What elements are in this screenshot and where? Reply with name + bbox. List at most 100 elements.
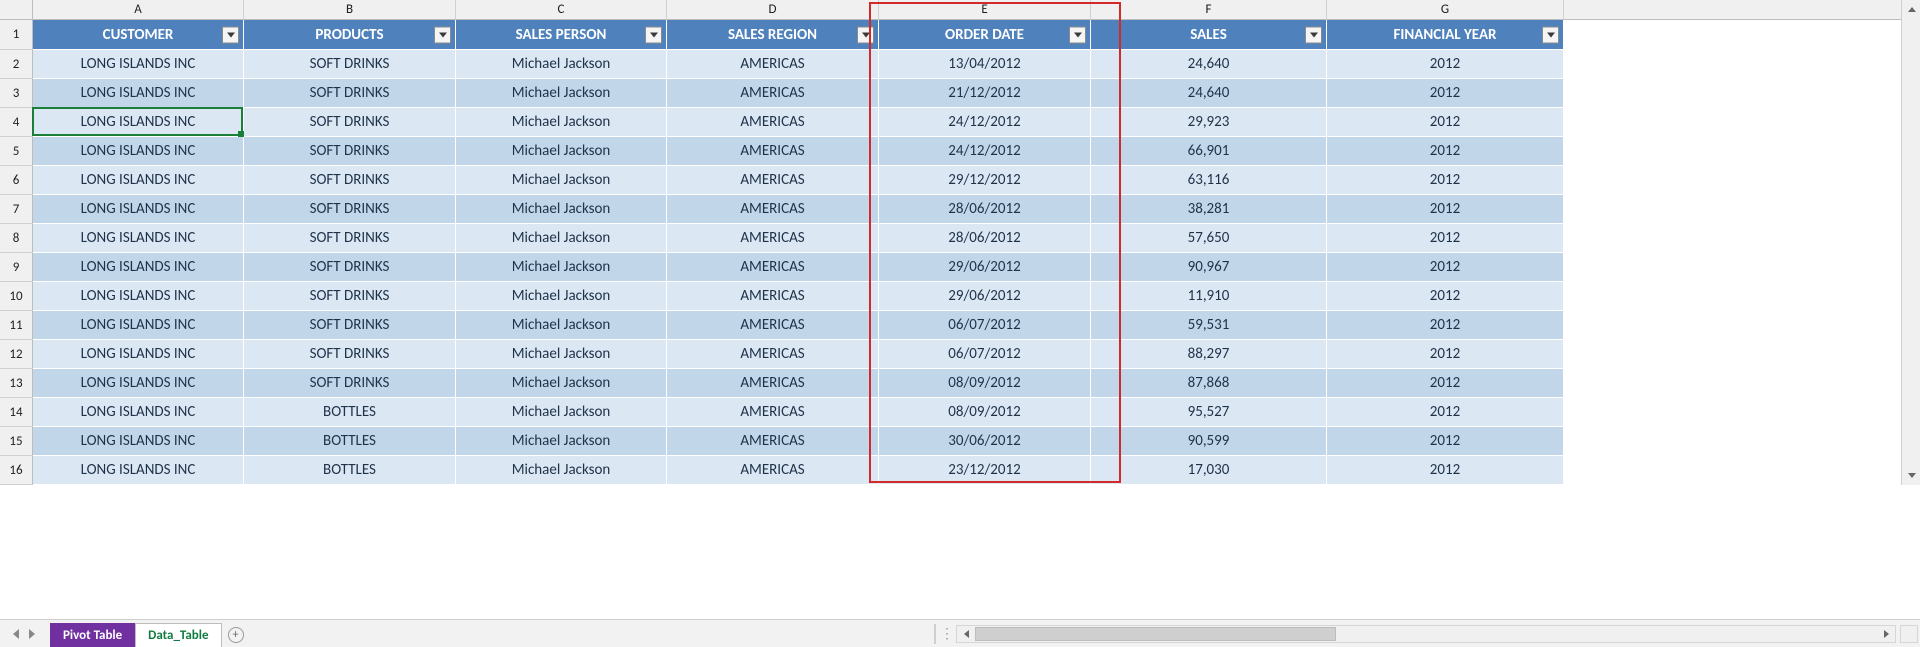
table-cell[interactable]: LONG ISLANDS INC xyxy=(33,50,244,79)
table-cell[interactable]: Michael Jackson xyxy=(456,79,667,108)
table-cell[interactable]: Michael Jackson xyxy=(456,224,667,253)
row-header-9[interactable]: 9 xyxy=(0,253,33,282)
table-cell[interactable]: LONG ISLANDS INC xyxy=(33,369,244,398)
table-cell[interactable]: BOTTLES xyxy=(244,456,456,485)
table-cell[interactable]: Michael Jackson xyxy=(456,369,667,398)
table-cell[interactable]: 23/12/2012 xyxy=(879,456,1091,485)
table-cell[interactable]: LONG ISLANDS INC xyxy=(33,398,244,427)
table-cell[interactable]: LONG ISLANDS INC xyxy=(33,195,244,224)
row-header-5[interactable]: 5 xyxy=(0,137,33,166)
table-cell[interactable]: LONG ISLANDS INC xyxy=(33,340,244,369)
table-cell[interactable]: AMERICAS xyxy=(667,369,879,398)
col-header-C[interactable]: C xyxy=(456,0,667,20)
col-header-A[interactable]: A xyxy=(33,0,244,20)
table-cell[interactable]: 2012 xyxy=(1327,456,1564,485)
table-cell[interactable]: AMERICAS xyxy=(667,282,879,311)
row-header-16[interactable]: 16 xyxy=(0,456,33,485)
table-cell[interactable]: 2012 xyxy=(1327,340,1564,369)
table-cell[interactable]: SOFT DRINKS xyxy=(244,166,456,195)
table-cell[interactable]: 88,297 xyxy=(1091,340,1327,369)
filter-button[interactable] xyxy=(645,26,662,43)
table-cell[interactable]: 63,116 xyxy=(1091,166,1327,195)
table-cell[interactable]: AMERICAS xyxy=(667,311,879,340)
table-cell[interactable]: AMERICAS xyxy=(667,427,879,456)
table-cell[interactable]: SOFT DRINKS xyxy=(244,195,456,224)
table-cell[interactable]: 2012 xyxy=(1327,137,1564,166)
table-cell[interactable]: SOFT DRINKS xyxy=(244,50,456,79)
row-header-1[interactable]: 1 xyxy=(0,20,33,50)
table-cell[interactable]: 28/06/2012 xyxy=(879,224,1091,253)
table-header-cell[interactable]: PRODUCTS xyxy=(244,20,456,50)
table-cell[interactable]: 2012 xyxy=(1327,79,1564,108)
table-cell[interactable]: 17,030 xyxy=(1091,456,1327,485)
row-header-3[interactable]: 3 xyxy=(0,79,33,108)
table-cell[interactable]: 2012 xyxy=(1327,311,1564,340)
table-cell[interactable]: 29/06/2012 xyxy=(879,253,1091,282)
table-cell[interactable]: SOFT DRINKS xyxy=(244,79,456,108)
table-cell[interactable]: 2012 xyxy=(1327,282,1564,311)
table-cell[interactable]: 06/07/2012 xyxy=(879,340,1091,369)
table-cell[interactable]: LONG ISLANDS INC xyxy=(33,137,244,166)
scroll-right-button[interactable] xyxy=(1877,626,1895,642)
tab-nav-next[interactable] xyxy=(24,626,40,642)
table-cell[interactable]: 24,640 xyxy=(1091,50,1327,79)
col-header-E[interactable]: E xyxy=(879,0,1091,20)
table-cell[interactable]: 2012 xyxy=(1327,253,1564,282)
table-cell[interactable]: LONG ISLANDS INC xyxy=(33,108,244,137)
row-header-15[interactable]: 15 xyxy=(0,427,33,456)
table-header-cell[interactable]: SALES xyxy=(1091,20,1327,50)
table-cell[interactable]: Michael Jackson xyxy=(456,137,667,166)
table-cell[interactable]: 38,281 xyxy=(1091,195,1327,224)
table-cell[interactable]: 2012 xyxy=(1327,398,1564,427)
table-cell[interactable]: SOFT DRINKS xyxy=(244,311,456,340)
table-cell[interactable]: 95,527 xyxy=(1091,398,1327,427)
scroll-up-button[interactable] xyxy=(1902,0,1920,19)
table-cell[interactable]: SOFT DRINKS xyxy=(244,108,456,137)
table-cell[interactable]: 87,868 xyxy=(1091,369,1327,398)
table-cell[interactable]: AMERICAS xyxy=(667,224,879,253)
table-cell[interactable]: LONG ISLANDS INC xyxy=(33,311,244,340)
table-cell[interactable]: Michael Jackson xyxy=(456,108,667,137)
table-cell[interactable]: 2012 xyxy=(1327,427,1564,456)
row-header-2[interactable]: 2 xyxy=(0,50,33,79)
table-cell[interactable]: Michael Jackson xyxy=(456,166,667,195)
table-cell[interactable]: AMERICAS xyxy=(667,50,879,79)
table-cell[interactable]: Michael Jackson xyxy=(456,311,667,340)
table-cell[interactable]: 29/12/2012 xyxy=(879,166,1091,195)
table-cell[interactable]: SOFT DRINKS xyxy=(244,253,456,282)
table-cell[interactable]: 2012 xyxy=(1327,224,1564,253)
col-header-F[interactable]: F xyxy=(1091,0,1327,20)
table-cell[interactable]: AMERICAS xyxy=(667,166,879,195)
table-cell[interactable]: Michael Jackson xyxy=(456,427,667,456)
table-cell[interactable]: AMERICAS xyxy=(667,108,879,137)
filter-button[interactable] xyxy=(1542,26,1559,43)
scroll-down-button[interactable] xyxy=(1902,466,1920,485)
table-cell[interactable]: AMERICAS xyxy=(667,79,879,108)
table-cell[interactable]: AMERICAS xyxy=(667,195,879,224)
table-cell[interactable]: 2012 xyxy=(1327,50,1564,79)
view-split-box[interactable] xyxy=(1900,625,1918,643)
row-header-4[interactable]: 4 xyxy=(0,108,33,137)
table-cell[interactable]: Michael Jackson xyxy=(456,253,667,282)
select-all-corner[interactable] xyxy=(0,0,33,20)
col-header-D[interactable]: D xyxy=(667,0,879,20)
table-cell[interactable]: 06/07/2012 xyxy=(879,311,1091,340)
table-header-cell[interactable]: ORDER DATE xyxy=(879,20,1091,50)
hscroll-thumb[interactable] xyxy=(975,627,1336,641)
col-header-B[interactable]: B xyxy=(244,0,456,20)
table-cell[interactable]: Michael Jackson xyxy=(456,340,667,369)
table-cell[interactable]: 2012 xyxy=(1327,108,1564,137)
table-cell[interactable]: LONG ISLANDS INC xyxy=(33,282,244,311)
table-cell[interactable]: 08/09/2012 xyxy=(879,369,1091,398)
horizontal-scrollbar[interactable] xyxy=(956,625,1896,643)
tab-pivot-table[interactable]: Pivot Table xyxy=(50,623,135,647)
table-cell[interactable]: 24/12/2012 xyxy=(879,108,1091,137)
table-cell[interactable]: LONG ISLANDS INC xyxy=(33,224,244,253)
table-cell[interactable]: 90,967 xyxy=(1091,253,1327,282)
table-cell[interactable]: 2012 xyxy=(1327,369,1564,398)
table-cell[interactable]: 29/06/2012 xyxy=(879,282,1091,311)
table-cell[interactable]: AMERICAS xyxy=(667,398,879,427)
tab-data-table[interactable]: Data_Table xyxy=(135,623,221,647)
row-header-12[interactable]: 12 xyxy=(0,340,33,369)
row-header-8[interactable]: 8 xyxy=(0,224,33,253)
